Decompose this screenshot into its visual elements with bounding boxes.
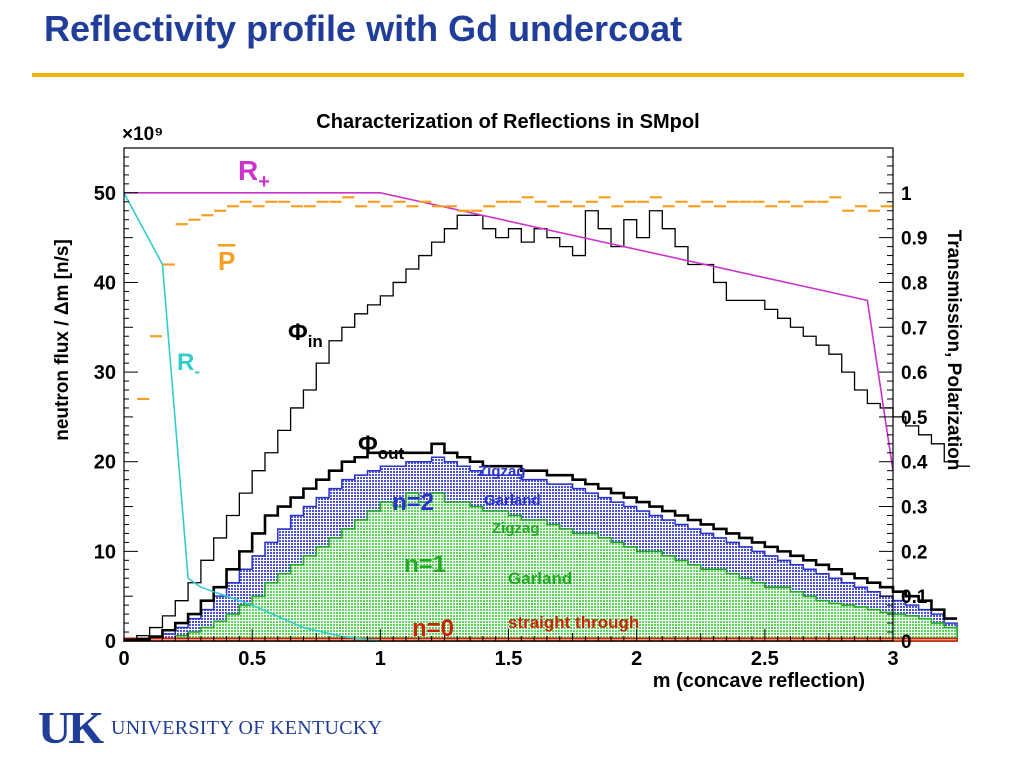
annotation-label: Garland xyxy=(508,569,572,588)
chart-axes xyxy=(123,147,894,642)
annotation-main-text: Zigzag xyxy=(478,463,526,480)
annotation-main-text: Garland xyxy=(484,492,541,509)
annotation-subscript: + xyxy=(258,171,270,193)
y2-tick-label: 0.1 xyxy=(901,587,928,608)
uk-logo-mark: UK xyxy=(38,702,104,753)
y-multiplier: ×10⁹ xyxy=(122,124,163,145)
x-tick-label: 0.5 xyxy=(238,648,266,670)
annotation-label: R- xyxy=(177,349,200,381)
y2-tick-label: 0.3 xyxy=(901,498,927,519)
annotation-label: R+ xyxy=(238,155,270,193)
title-underline xyxy=(32,73,964,77)
y2-tick-label: 0.9 xyxy=(901,229,927,250)
annotation-label: P xyxy=(218,246,235,276)
x-axis-label: m (concave reflection) xyxy=(653,670,865,692)
annotation-label: straight through xyxy=(508,613,639,632)
annotation-subscript: in xyxy=(308,332,323,351)
y-tick-label: 0 xyxy=(105,631,116,653)
y-axis-label: neutron flux / Δm [n/s] xyxy=(52,239,73,441)
annotation-label: Zigzag xyxy=(478,463,526,480)
y-tick-label: 50 xyxy=(94,183,116,205)
histogram-fills xyxy=(123,456,958,642)
university-logo: UK UNIVERSITY OF KENTUCKY xyxy=(38,702,383,753)
annotation-label: n=2 xyxy=(392,489,434,516)
y2-tick-label: 0.4 xyxy=(901,453,928,474)
x-tick-label: 1.5 xyxy=(495,648,523,670)
series-phi-out-line xyxy=(124,442,958,642)
annotation-main-text: Φ xyxy=(358,431,378,458)
series-lines xyxy=(123,192,970,642)
series-r-minus-line xyxy=(123,192,381,642)
y-tick-label: 20 xyxy=(94,452,116,474)
annotation-main-text: n=0 xyxy=(412,615,454,642)
annotation-label: Φin xyxy=(288,319,323,351)
y2-tick-label: 0.8 xyxy=(901,273,927,294)
y2-axis-label: Transmission, Polarization xyxy=(943,230,964,471)
university-name: UNIVERSITY OF KENTUCKY xyxy=(111,716,383,739)
x-tick-label: 3 xyxy=(887,648,898,670)
y2-tick-label: 0.5 xyxy=(901,408,928,429)
annotation-subscript: out xyxy=(378,444,405,463)
x-tick-label: 1 xyxy=(375,648,386,670)
slide-title: Reflectivity profile with Gd undercoat xyxy=(44,8,683,49)
annotation-label: Zigzag xyxy=(492,520,540,537)
annotation-label: Garland xyxy=(484,492,541,509)
annotation-main-text: P xyxy=(218,246,235,276)
y2-tick-label: 1 xyxy=(901,184,912,205)
annotation-label: n=1 xyxy=(404,551,446,578)
annotation-main-text: R xyxy=(177,349,194,376)
annotation-subscript: - xyxy=(194,362,200,381)
reflectivity-chart: 0 0.5 1 1.5 2 2.5 30102030405000.10.20.30.40.5… xyxy=(52,111,970,692)
annotation-main-text: straight through xyxy=(508,613,639,632)
annotation-main-text: Garland xyxy=(508,569,572,588)
y-tick-label: 10 xyxy=(94,541,116,563)
x-tick-label: 2 xyxy=(631,648,642,670)
annotation-main-text: R xyxy=(238,155,258,186)
y2-tick-label: 0.2 xyxy=(901,542,927,563)
y2-tick-label: 0 xyxy=(901,632,912,653)
series-r-plus-line xyxy=(124,192,894,471)
chart-labels: 0 0.5 1 1.5 2 2.5 30102030405000.10.20.30.40.5… xyxy=(52,111,964,692)
y-tick-label: 30 xyxy=(94,362,116,384)
chart-title: Characterization of Reflections in SMpol xyxy=(316,111,699,133)
annotation-main-text: n=2 xyxy=(392,489,434,516)
annotation-main-text: Zigzag xyxy=(492,520,540,537)
annotation-main-text: n=1 xyxy=(404,551,446,578)
series-n1-fill xyxy=(123,492,958,642)
y2-tick-label: 0.6 xyxy=(901,363,927,384)
y-tick-label: 40 xyxy=(94,272,116,294)
annotation-label: Φout xyxy=(358,431,404,463)
annotation-label: n=0 xyxy=(412,615,454,642)
annotation-main-text: Φ xyxy=(288,319,308,346)
x-tick-label: 2.5 xyxy=(751,648,779,670)
y2-tick-label: 0.7 xyxy=(901,318,927,339)
x-tick-label: 0 xyxy=(118,648,129,670)
